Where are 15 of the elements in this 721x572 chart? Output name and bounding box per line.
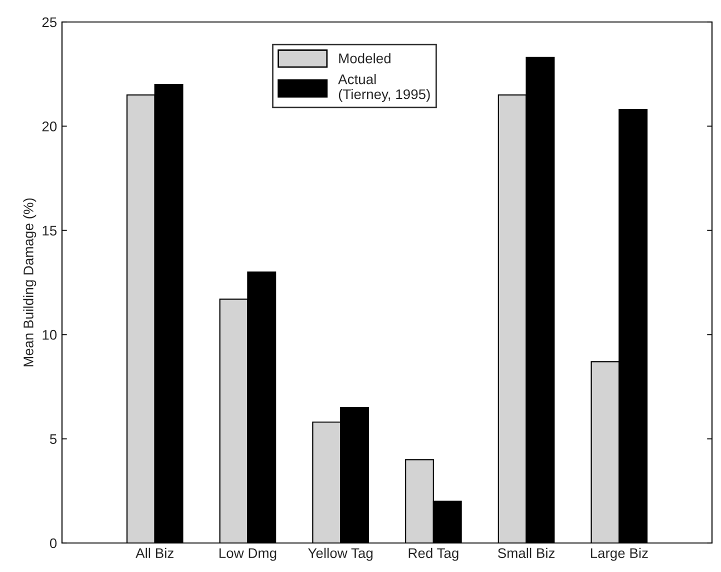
x-tick-label: Large Biz xyxy=(590,548,648,561)
y-tick-label: 15 xyxy=(42,226,57,236)
x-tick-label: Low Dmg xyxy=(220,548,276,561)
legend-label: Actual (Tierney, 1995) xyxy=(338,74,430,102)
legend-label: Modeled xyxy=(339,53,390,64)
y-tick-label: 5 xyxy=(50,434,57,444)
y-tick-label: 20 xyxy=(42,122,57,132)
x-tick-label: All Biz xyxy=(136,548,174,558)
y-tick-label: 0 xyxy=(50,538,57,548)
y-tick-label: 10 xyxy=(42,330,57,340)
y-axis-title: Mean Building Damage (%) xyxy=(23,198,36,366)
x-tick-label: Yellow Tag xyxy=(308,548,373,561)
y-tick-label: 25 xyxy=(42,17,57,28)
x-tick-label: Red Tag xyxy=(408,548,458,561)
x-tick-label: Small Biz xyxy=(498,548,555,558)
